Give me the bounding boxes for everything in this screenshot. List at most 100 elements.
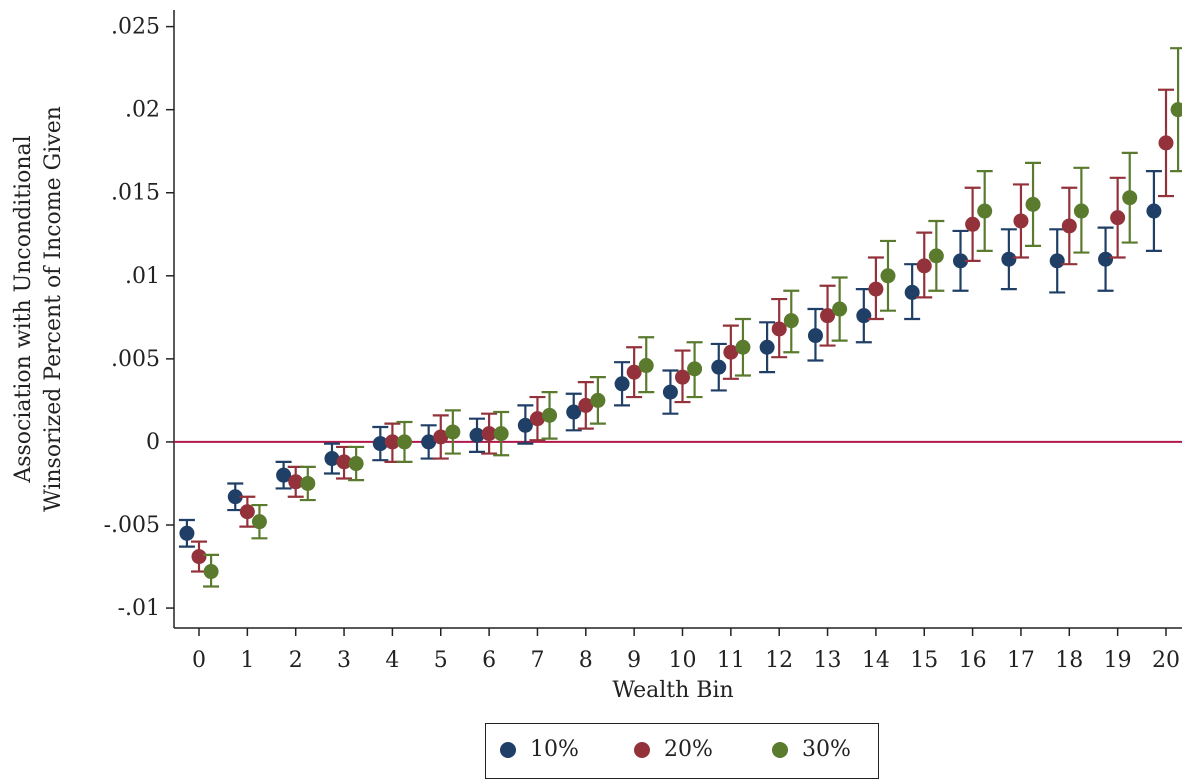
x-tick-label: 2 bbox=[289, 648, 303, 673]
data-point bbox=[1049, 253, 1065, 269]
series-10pct bbox=[178, 170, 1162, 548]
y-tick-label: .025 bbox=[111, 15, 160, 40]
data-point bbox=[529, 411, 545, 427]
data-point bbox=[1158, 135, 1174, 151]
legend-marker-20 bbox=[634, 741, 650, 758]
data-point bbox=[868, 281, 884, 297]
data-point bbox=[179, 525, 195, 541]
data-point bbox=[578, 397, 594, 413]
data-point bbox=[687, 361, 703, 377]
data-point bbox=[1025, 196, 1041, 212]
x-tick-label: 18 bbox=[1055, 648, 1083, 673]
y-tick-label: -.01 bbox=[118, 596, 160, 621]
data-point bbox=[820, 308, 836, 324]
legend-marker-30 bbox=[772, 741, 788, 758]
x-axis: 0 1 2 3 4 5 6 7 8 9 10 11 12 13 14 15 16 17 18 19 20 bbox=[174, 627, 1182, 673]
data-point bbox=[481, 426, 497, 442]
data-point bbox=[1013, 213, 1029, 229]
data-point bbox=[916, 258, 932, 274]
data-point bbox=[638, 358, 654, 374]
x-tick-label: 12 bbox=[765, 648, 793, 673]
data-point bbox=[445, 424, 461, 440]
data-point bbox=[1061, 218, 1077, 234]
x-tick-label: 3 bbox=[337, 648, 351, 673]
data-point bbox=[771, 321, 787, 337]
data-point bbox=[336, 454, 352, 470]
x-tick-label: 1 bbox=[240, 648, 254, 673]
data-point bbox=[953, 253, 969, 269]
legend: 10% 20% 30% bbox=[485, 723, 879, 779]
data-point bbox=[493, 426, 509, 442]
data-point bbox=[384, 434, 400, 450]
y-tick-label: -.005 bbox=[104, 513, 160, 538]
y-tick-label: 0 bbox=[146, 430, 160, 455]
data-point bbox=[421, 434, 437, 450]
data-point bbox=[735, 339, 751, 355]
data-point bbox=[1170, 102, 1182, 118]
legend-item-20: 20% bbox=[634, 737, 713, 762]
y-tick-label: .005 bbox=[111, 347, 160, 372]
data-point bbox=[1146, 203, 1162, 219]
data-point bbox=[832, 301, 848, 317]
x-tick-label: 15 bbox=[910, 648, 938, 673]
x-tick-label: 16 bbox=[959, 648, 987, 673]
data-point bbox=[723, 344, 739, 360]
data-point bbox=[288, 474, 304, 490]
x-axis-title: Wealth Bin bbox=[612, 678, 733, 703]
data-point bbox=[807, 328, 823, 344]
x-tick-label: 17 bbox=[1007, 648, 1035, 673]
x-tick-label: 0 bbox=[192, 648, 206, 673]
legend-marker-10 bbox=[500, 741, 516, 758]
y-tick-label: .015 bbox=[111, 181, 160, 206]
data-point bbox=[276, 467, 292, 483]
series-20pct bbox=[191, 88, 1174, 573]
y-axis-title-line-1: Association with Unconditional bbox=[11, 135, 36, 483]
data-point bbox=[239, 504, 255, 520]
data-point bbox=[662, 384, 678, 400]
data-point bbox=[433, 429, 449, 445]
data-point bbox=[711, 359, 727, 375]
data-point bbox=[977, 203, 993, 219]
x-tick-label: 20 bbox=[1152, 648, 1180, 673]
data-point bbox=[251, 514, 267, 530]
x-tick-label: 6 bbox=[482, 648, 496, 673]
legend-item-30: 30% bbox=[772, 737, 851, 762]
x-tick-label: 11 bbox=[717, 648, 745, 673]
x-tick-label: 14 bbox=[862, 648, 890, 673]
data-point bbox=[1110, 210, 1126, 226]
legend-label-10: 10% bbox=[530, 737, 579, 762]
data-point bbox=[783, 313, 799, 329]
data-point bbox=[880, 268, 896, 284]
y-axis-title-line-2: Winsorized Percent of Income Given bbox=[41, 106, 66, 512]
data-point bbox=[626, 364, 642, 380]
series-30pct bbox=[203, 47, 1182, 588]
data-point bbox=[542, 407, 558, 423]
data-point bbox=[856, 308, 872, 324]
y-tick-label: .02 bbox=[125, 98, 160, 123]
data-point bbox=[759, 339, 775, 355]
data-point bbox=[590, 392, 606, 408]
y-tick-label: .01 bbox=[125, 264, 160, 289]
y-axis: -.01 -.005 0 .005 .01 .015 .02 .025 bbox=[104, 10, 175, 628]
x-tick-label: 8 bbox=[579, 648, 593, 673]
data-point bbox=[517, 417, 533, 433]
x-tick-label: 9 bbox=[627, 648, 641, 673]
data-point bbox=[614, 376, 630, 392]
data-point bbox=[1001, 251, 1017, 267]
x-tick-label: 13 bbox=[814, 648, 842, 673]
data-point bbox=[191, 549, 207, 565]
data-point bbox=[675, 369, 690, 385]
data-point bbox=[566, 404, 582, 420]
x-tick-label: 7 bbox=[530, 648, 544, 673]
data-point bbox=[372, 436, 388, 452]
data-point bbox=[227, 489, 243, 505]
data-point bbox=[1098, 251, 1114, 267]
x-tick-label: 5 bbox=[434, 648, 448, 673]
x-tick-label: 4 bbox=[385, 648, 399, 673]
x-tick-label: 19 bbox=[1104, 648, 1132, 673]
data-point bbox=[965, 216, 981, 232]
data-point bbox=[1073, 203, 1089, 219]
data-point bbox=[324, 451, 340, 467]
data-point bbox=[203, 564, 219, 580]
data-point bbox=[348, 456, 364, 472]
